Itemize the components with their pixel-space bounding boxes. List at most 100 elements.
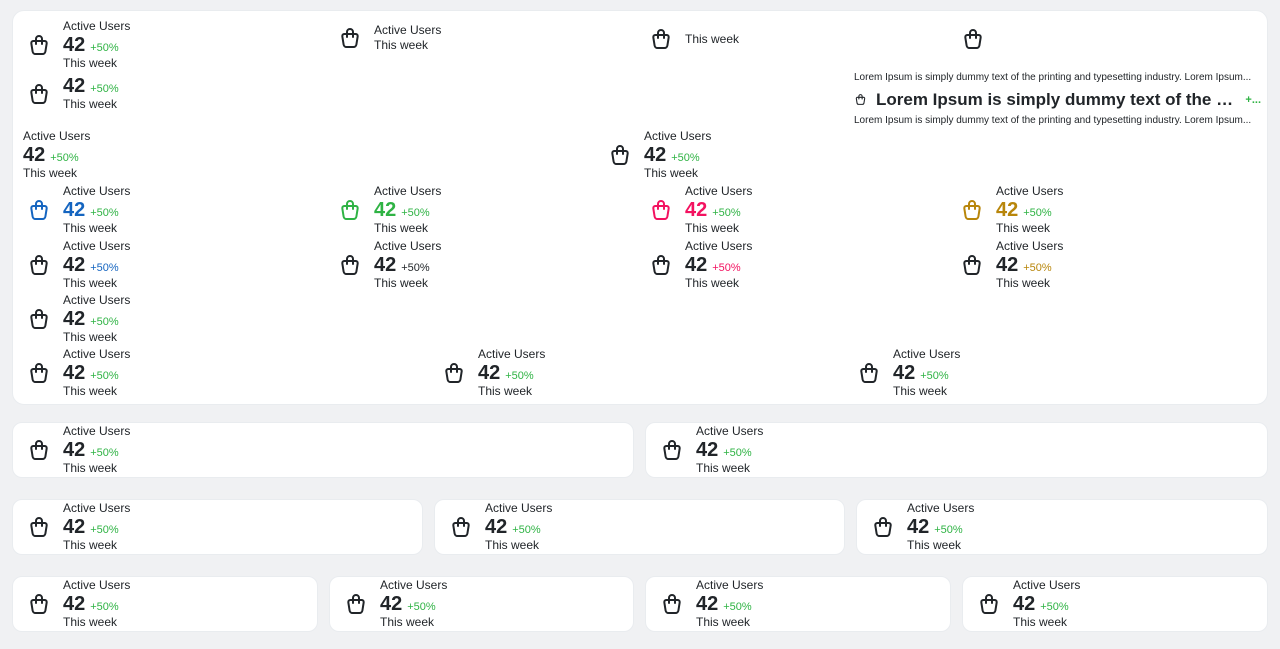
stat-caption: This week bbox=[63, 56, 118, 70]
stat-percent: +50% bbox=[1023, 262, 1052, 274]
stat-caption: This week bbox=[374, 38, 429, 52]
stat-caption: This week bbox=[63, 615, 118, 629]
stat-tile: Active Users 42 +50% This week bbox=[12, 422, 634, 478]
stat-caption: This week bbox=[380, 615, 435, 629]
shopping-bag-icon bbox=[649, 253, 673, 277]
stat-title: Active Users bbox=[374, 23, 442, 37]
shopping-bag-icon bbox=[27, 307, 51, 331]
shopping-bag-icon bbox=[857, 361, 881, 385]
shopping-bag-icon bbox=[27, 592, 51, 616]
stat-caption: This week bbox=[644, 166, 699, 180]
stat-percent: +50% bbox=[90, 42, 119, 54]
stat-value: 42 bbox=[485, 516, 508, 538]
lorem-description-top: Lorem Ipsum is simply dummy text of the … bbox=[854, 72, 1252, 83]
stat-percent: +50% bbox=[512, 524, 541, 536]
stat-tile: Active Users 42 +50% This week bbox=[645, 422, 1268, 478]
stat-percent: +50% bbox=[90, 262, 119, 274]
stat-card: Active Users 42 +50% This week bbox=[27, 347, 130, 399]
stat-card-blue: Active Users 42 +50% This week bbox=[27, 184, 130, 236]
shopping-bag-icon bbox=[449, 515, 473, 539]
stat-title: Active Users bbox=[374, 184, 442, 198]
stat-value: 42 bbox=[996, 199, 1019, 221]
stat-value: 42 bbox=[63, 308, 86, 330]
stat-caption: This week bbox=[685, 276, 740, 290]
stat-value: 42 bbox=[374, 254, 397, 276]
stat-percent: +50% bbox=[505, 370, 534, 382]
stat-title: Active Users bbox=[696, 578, 764, 592]
stat-caption: This week bbox=[685, 31, 740, 46]
stat-percent: +50% bbox=[723, 447, 752, 459]
stat-caption: This week bbox=[996, 221, 1051, 235]
shopping-bag-icon bbox=[960, 253, 984, 277]
stat-tile: Active Users 42 +50% This week bbox=[329, 576, 634, 632]
stat-value: 42 bbox=[63, 516, 86, 538]
stat-card-percent-gold: Active Users 42 +50% This week bbox=[960, 239, 1063, 291]
stat-caption: This week bbox=[696, 461, 751, 475]
stat-card-percent-blue: Active Users 42 +50% This week bbox=[27, 239, 130, 291]
stat-card-no-icon: Active Users 42 +50% This week bbox=[23, 129, 90, 181]
stat-percent: +50% bbox=[1040, 601, 1069, 613]
stat-percent: +50% bbox=[90, 601, 119, 613]
stat-value: 42 bbox=[907, 516, 930, 538]
stat-card-gold: Active Users 42 +50% This week bbox=[960, 184, 1063, 236]
stat-value: 42 bbox=[478, 362, 501, 384]
stat-value: 42 bbox=[1013, 593, 1036, 615]
stat-title: Active Users bbox=[996, 184, 1064, 198]
stat-tile: Active Users 42 +50% This week bbox=[434, 499, 845, 555]
stats-demo-panel: Active Users 42 +50% This week 42 +50% T… bbox=[12, 10, 1268, 405]
stat-title: Active Users bbox=[63, 239, 131, 253]
shopping-bag-icon bbox=[608, 143, 632, 167]
shopping-bag-icon bbox=[27, 198, 51, 222]
stat-title: Active Users bbox=[63, 501, 131, 515]
stat-value: 42 bbox=[63, 254, 86, 276]
stat-caption: This week bbox=[63, 221, 118, 235]
stat-percent: +50% bbox=[671, 152, 700, 164]
lorem-percent: +... bbox=[1245, 93, 1261, 106]
lorem-description-bottom: Lorem Ipsum is simply dummy text of the … bbox=[854, 115, 1252, 126]
stat-caption: This week bbox=[63, 538, 118, 552]
stat-percent: +50% bbox=[712, 207, 741, 219]
stat-percent: +50% bbox=[723, 601, 752, 613]
stat-value: 42 bbox=[63, 593, 86, 615]
stat-title: Active Users bbox=[996, 239, 1064, 253]
stat-tile: Active Users 42 +50% This week bbox=[645, 576, 951, 632]
stat-percent: +50% bbox=[934, 524, 963, 536]
shopping-bag-icon bbox=[27, 438, 51, 462]
stat-caption: This week bbox=[893, 384, 948, 398]
stat-title: Active Users bbox=[907, 501, 975, 515]
stat-title: Active Users bbox=[1013, 578, 1081, 592]
stat-caption: This week bbox=[374, 276, 429, 290]
shopping-bag-icon bbox=[27, 515, 51, 539]
stat-value: 42 bbox=[685, 199, 708, 221]
stat-card-percent-red: Active Users 42 +50% This week bbox=[649, 239, 752, 291]
stat-value: 42 bbox=[63, 439, 86, 461]
shopping-bag-icon bbox=[338, 198, 362, 222]
stat-caption: This week bbox=[63, 276, 118, 290]
stat-caption: This week bbox=[996, 276, 1051, 290]
shopping-bag-icon bbox=[442, 361, 466, 385]
stat-percent: +50% bbox=[401, 262, 430, 274]
stat-card-caption-only: This week bbox=[649, 27, 739, 51]
stat-card-icon-only bbox=[961, 27, 985, 51]
stat-title: Active Users bbox=[685, 239, 753, 253]
shopping-bag-icon bbox=[660, 438, 684, 462]
stat-card: Active Users 42 +50% This week bbox=[608, 129, 711, 181]
stat-value: 42 bbox=[374, 199, 397, 221]
stat-title: Active Users bbox=[63, 19, 131, 33]
shopping-bag-icon bbox=[338, 26, 362, 50]
stat-value: 42 bbox=[63, 75, 86, 97]
shopping-bag-icon bbox=[977, 592, 1001, 616]
stat-caption: This week bbox=[478, 384, 533, 398]
stat-percent: +50% bbox=[90, 83, 119, 95]
stat-card-percent-dark: Active Users 42 +50% This week bbox=[338, 239, 441, 291]
stat-percent: +50% bbox=[90, 447, 119, 459]
shopping-bag-icon bbox=[649, 198, 673, 222]
stat-title: Active Users bbox=[685, 184, 753, 198]
stat-caption: This week bbox=[907, 538, 962, 552]
stat-card: Active Users 42 +50% This week bbox=[27, 19, 130, 71]
stat-tile: Active Users 42 +50% This week bbox=[962, 576, 1268, 632]
stat-value: 42 bbox=[696, 439, 719, 461]
shopping-bag-icon bbox=[854, 93, 867, 106]
stat-card: Active Users 42 +50% This week bbox=[857, 347, 960, 399]
